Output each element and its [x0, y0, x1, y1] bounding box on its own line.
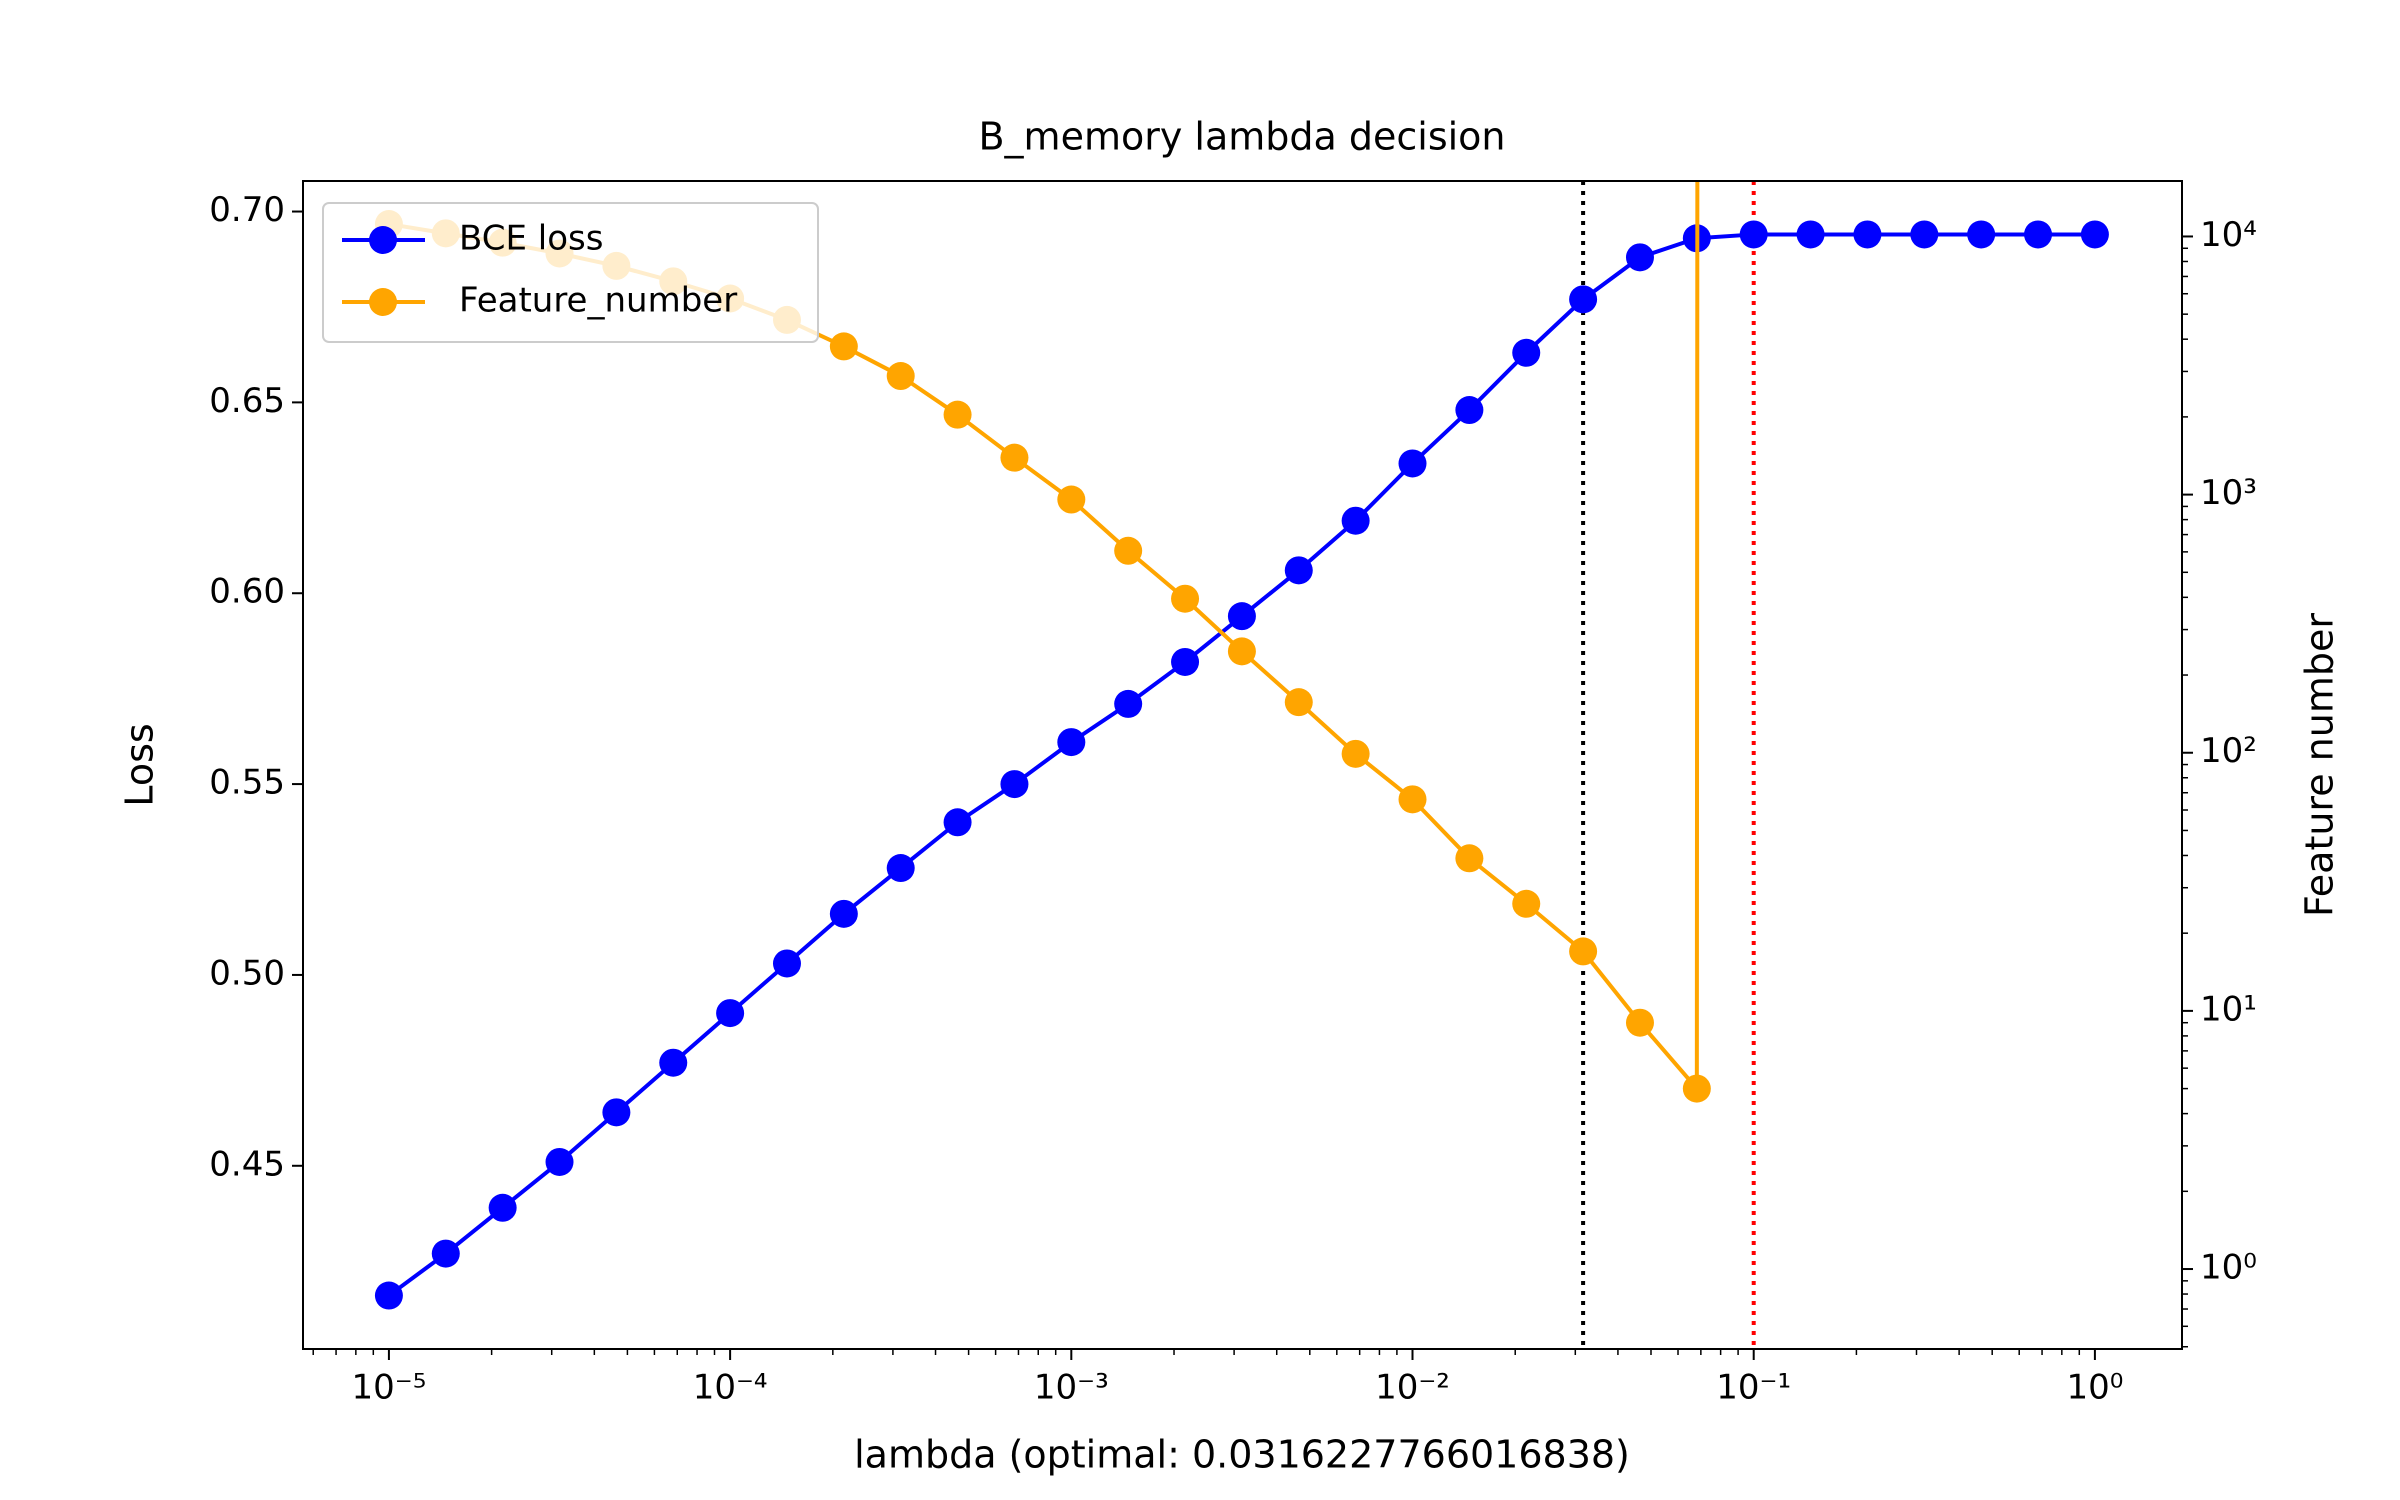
x-tick-label: 10⁻³: [1034, 1368, 1109, 1408]
data-point: [1284, 556, 1313, 585]
y2-tick-label: 10¹: [2200, 989, 2257, 1029]
data-point: [1625, 1008, 1654, 1037]
y2-tick-label: 10³: [2200, 473, 2257, 513]
data-point: [1227, 637, 1256, 666]
x-tick-label: 10⁻⁴: [693, 1368, 768, 1408]
data-point: [659, 1048, 688, 1077]
y2-tick-label: 10⁴: [2200, 215, 2257, 255]
data-point: [1057, 485, 1086, 514]
y-tick-label: 0.55: [209, 763, 285, 803]
y-tick-label: 0.70: [209, 190, 285, 230]
data-point: [829, 332, 858, 361]
data-point: [374, 1281, 403, 1310]
data-point: [2024, 220, 2053, 249]
data-point: [1000, 770, 1029, 799]
data-point: [886, 362, 915, 391]
data-point: [1171, 584, 1200, 613]
legend-label: BCE loss: [459, 219, 603, 259]
data-point: [1284, 688, 1313, 717]
legend-box: [322, 202, 819, 343]
data-point: [1910, 220, 1939, 249]
data-point: [1512, 889, 1541, 918]
data-point: [488, 1193, 517, 1222]
data-point: [1853, 220, 1882, 249]
data-point: [1739, 220, 1768, 249]
legend-label: Feature_number: [459, 281, 737, 321]
x-tick-label: 10⁻¹: [1716, 1368, 1791, 1408]
data-point: [1569, 937, 1598, 966]
data-point: [2080, 220, 2109, 249]
legend-marker: [369, 226, 397, 254]
axes: 10⁻⁵ 10⁻⁴ 10⁻³ 10⁻² 10⁻¹ 10⁰ 0.45 0.50 0.55 0.60 0…: [209, 180, 2257, 1408]
x-tick-label: 10⁻⁵: [351, 1368, 426, 1408]
y2-tick-label: 10²: [2200, 731, 2257, 771]
chart-title: B_memory lambda decision: [978, 115, 1505, 159]
data-point: [1569, 285, 1598, 314]
data-point: [1796, 220, 1825, 249]
data-point: [1455, 844, 1484, 873]
y-axis-label: Loss: [118, 723, 162, 806]
data-point: [1967, 220, 1996, 249]
data-point: [1398, 785, 1427, 814]
data-point: [1625, 243, 1654, 272]
data-point: [1114, 689, 1143, 718]
data-point: [1057, 728, 1086, 757]
data-point: [431, 1239, 460, 1268]
data-point: [1682, 1074, 1711, 1103]
data-point: [1227, 602, 1256, 631]
data-point: [943, 400, 972, 429]
y-tick-label: 0.65: [209, 381, 285, 421]
legend-marker: [369, 288, 397, 316]
y2-axis-label: Feature number: [2298, 613, 2342, 917]
y-tick-label: 0.45: [209, 1144, 285, 1184]
data-point: [1171, 647, 1200, 676]
data-point: [1000, 443, 1029, 472]
x-tick-label: 10⁻²: [1375, 1368, 1450, 1408]
data-point: [1341, 739, 1370, 768]
data-point: [602, 1098, 631, 1127]
data-point: [1455, 396, 1484, 425]
data-point: [829, 899, 858, 928]
data-point: [772, 949, 801, 978]
y-tick-label: 0.60: [209, 572, 285, 612]
data-point: [1512, 338, 1541, 367]
data-point: [1114, 536, 1143, 565]
data-point: [1398, 449, 1427, 478]
data-point: [716, 999, 745, 1028]
x-axis-label: lambda (optimal: 0.0316227766016838): [854, 1433, 1630, 1477]
y-tick-label: 0.50: [209, 953, 285, 993]
data-point: [943, 808, 972, 837]
data-point: [545, 1147, 574, 1176]
y2-tick-label: 10⁰: [2200, 1248, 2257, 1288]
x-tick-label: 10⁰: [2066, 1368, 2123, 1408]
data-point: [886, 854, 915, 883]
data-point: [1341, 506, 1370, 535]
